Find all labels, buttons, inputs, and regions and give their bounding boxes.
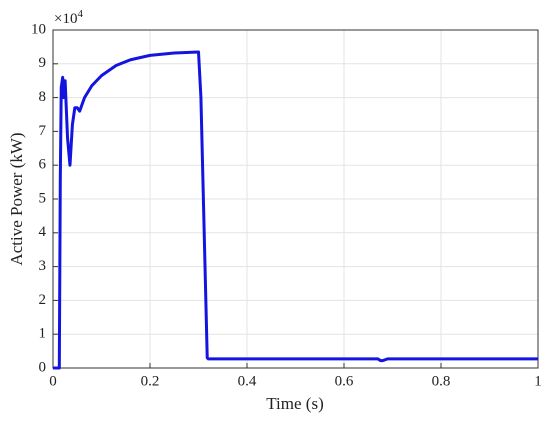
x-tick-label: 0 — [49, 373, 57, 389]
x-tick-label: 0.2 — [141, 373, 160, 389]
x-axis-label: Time (s) — [266, 394, 323, 413]
x-tick-label: 1 — [534, 373, 542, 389]
y-tick-label: 1 — [39, 326, 47, 342]
y-axis-label: Active Power (kW) — [7, 132, 26, 265]
y-tick-label: 2 — [39, 292, 47, 308]
y-tick-label: 10 — [31, 21, 46, 37]
axes-box — [52, 29, 539, 369]
y-multiplier-base: ×10 — [54, 11, 77, 27]
y-multiplier: ×104 — [54, 8, 83, 28]
y-tick-label: 9 — [39, 55, 47, 71]
x-tick-label: 0.8 — [432, 373, 451, 389]
y-tick-label: 5 — [39, 190, 47, 206]
y-tick-label: 0 — [39, 359, 47, 375]
x-tick-label: 0.4 — [238, 373, 257, 389]
y-tick-label: 7 — [39, 123, 47, 139]
y-multiplier-exponent: 4 — [77, 8, 83, 20]
y-tick-label: 4 — [39, 224, 47, 240]
y-tick-label: 6 — [39, 157, 47, 173]
y-tick-label: 3 — [39, 258, 47, 274]
x-tick-label: 0.6 — [335, 373, 354, 389]
data-line — [53, 50, 538, 370]
y-tick-label: 8 — [39, 89, 47, 105]
